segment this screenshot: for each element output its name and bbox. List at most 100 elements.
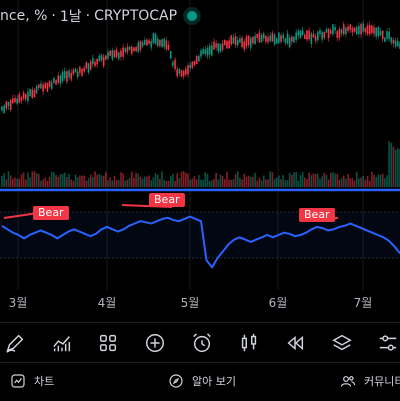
candle-body bbox=[37, 84, 40, 88]
volume-bar bbox=[130, 171, 133, 187]
volume-bar bbox=[213, 178, 215, 187]
volume-bar bbox=[297, 180, 300, 187]
candle-body bbox=[310, 33, 313, 44]
volume-bar bbox=[360, 177, 362, 187]
volume-bar bbox=[169, 176, 172, 187]
price-chart[interactable] bbox=[0, 0, 400, 290]
exchange-label: CRYPTOCAP bbox=[94, 8, 178, 24]
candle-body bbox=[286, 33, 289, 44]
candle-body bbox=[61, 71, 64, 82]
volume-bar bbox=[96, 174, 98, 187]
volume-bar bbox=[105, 171, 107, 187]
candle-body bbox=[381, 30, 384, 39]
volume-bar bbox=[1, 175, 3, 187]
candle-body bbox=[22, 92, 25, 99]
settings-button[interactable] bbox=[374, 329, 400, 357]
candle-body bbox=[375, 27, 378, 37]
nav-explore[interactable]: 알아 보기 bbox=[168, 373, 236, 389]
volume-bar bbox=[150, 180, 153, 187]
volume-bar bbox=[182, 171, 185, 187]
indicators-button[interactable] bbox=[48, 329, 76, 357]
candle-body bbox=[182, 70, 185, 77]
symbol-title[interactable]: nce, % · 1날 · CRYPTOCAP bbox=[0, 6, 198, 26]
candle-body bbox=[275, 38, 278, 44]
candle-body bbox=[72, 69, 75, 75]
candle-body bbox=[353, 27, 356, 32]
volume-bar bbox=[178, 178, 181, 187]
volume-bar bbox=[89, 174, 92, 187]
candle-body bbox=[87, 63, 90, 73]
candle-body bbox=[59, 75, 62, 84]
volume-bar bbox=[81, 175, 83, 187]
volume-bar bbox=[273, 178, 276, 187]
candle-body bbox=[66, 71, 68, 82]
volume-bar bbox=[304, 177, 306, 187]
candle-body bbox=[14, 97, 16, 103]
volume-bar bbox=[154, 173, 157, 187]
volume-bar bbox=[336, 173, 339, 187]
candle-body bbox=[327, 28, 330, 39]
volume-bar bbox=[362, 175, 365, 187]
volume-bar bbox=[135, 172, 137, 187]
nav-chart[interactable]: 차트 bbox=[10, 373, 54, 389]
replay-button[interactable] bbox=[281, 329, 309, 357]
candle-body bbox=[180, 70, 183, 77]
candle-body bbox=[202, 49, 204, 55]
candle-body bbox=[31, 89, 34, 98]
volume-bar bbox=[386, 175, 388, 187]
candle-body bbox=[159, 39, 161, 46]
candle-body bbox=[18, 93, 21, 103]
candle-body bbox=[293, 36, 295, 43]
volume-bar bbox=[355, 171, 358, 187]
object-tree-button[interactable] bbox=[328, 329, 356, 357]
candle-body bbox=[278, 32, 280, 43]
volume-bar bbox=[388, 141, 390, 187]
volume-bar bbox=[215, 172, 217, 187]
market-status-dot bbox=[187, 11, 198, 21]
volume-bar bbox=[288, 173, 291, 187]
volume-bar bbox=[74, 174, 77, 187]
chart-indicator-icon bbox=[53, 336, 71, 352]
candle-body bbox=[297, 30, 300, 36]
time-axis[interactable]: 3월 4월 5월 6월 7월 bbox=[0, 290, 400, 310]
volume-bar bbox=[202, 179, 204, 187]
candle-body bbox=[288, 37, 291, 48]
candle-body bbox=[347, 26, 349, 31]
bear-divergence-line bbox=[3, 212, 39, 219]
candle-body bbox=[128, 46, 131, 50]
candle-body bbox=[76, 71, 79, 77]
volume-bar bbox=[306, 178, 308, 187]
volume-bar bbox=[347, 173, 349, 187]
volume-bar bbox=[37, 174, 40, 187]
volume-bar bbox=[392, 146, 395, 187]
drawing-tool-button[interactable] bbox=[1, 329, 29, 357]
candle-body bbox=[364, 27, 367, 33]
volume-bar bbox=[219, 174, 222, 187]
alert-button[interactable] bbox=[188, 329, 216, 357]
bottom-navigation: 차트 알아 보기 커뮤니티 bbox=[0, 362, 400, 401]
volume-bar bbox=[278, 175, 280, 187]
volume-bar bbox=[48, 176, 51, 187]
candle-body bbox=[24, 94, 27, 100]
candle-body bbox=[254, 35, 256, 45]
layout-button[interactable] bbox=[94, 329, 122, 357]
candle-body bbox=[360, 24, 362, 35]
candle-body bbox=[258, 32, 261, 43]
candle-body bbox=[252, 36, 254, 44]
volume-bar bbox=[66, 177, 68, 187]
chart-type-button[interactable] bbox=[235, 329, 263, 357]
volume-bar bbox=[200, 179, 202, 187]
candle-body bbox=[215, 43, 217, 48]
volume-bar bbox=[118, 180, 120, 187]
volume-bar bbox=[260, 180, 263, 187]
volume-bar bbox=[22, 172, 25, 187]
add-symbol-button[interactable] bbox=[141, 329, 169, 357]
volume-bar bbox=[234, 174, 237, 187]
candle-body bbox=[33, 89, 36, 98]
candle-body bbox=[187, 65, 189, 75]
volume-bar bbox=[293, 172, 295, 187]
candle-body bbox=[200, 50, 202, 57]
candle-body bbox=[102, 56, 105, 66]
volume-bar bbox=[334, 173, 336, 187]
nav-community[interactable]: 커뮤니티 bbox=[340, 373, 400, 389]
